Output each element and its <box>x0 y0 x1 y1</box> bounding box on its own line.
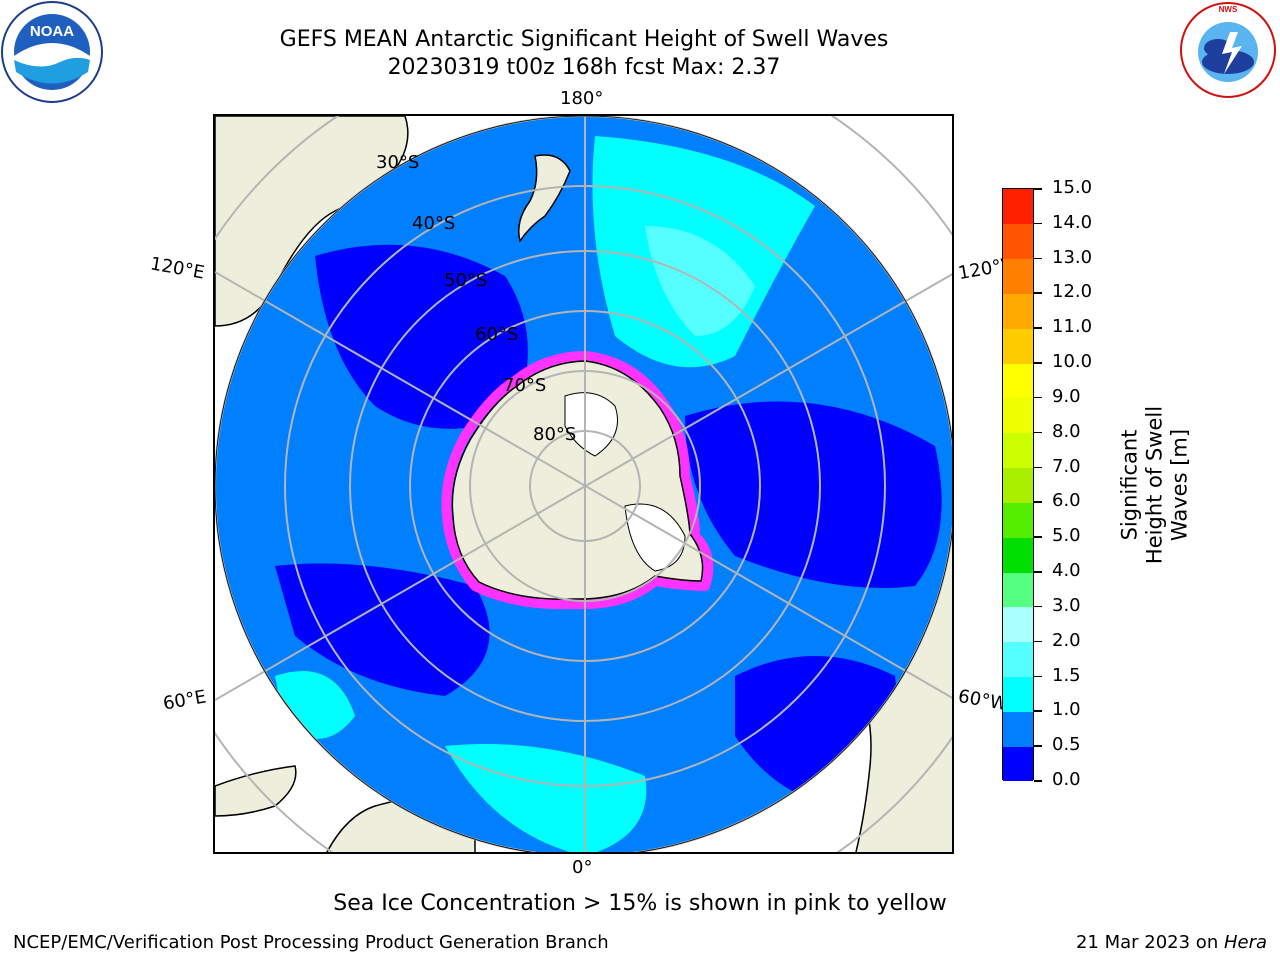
colorbar-tick <box>1034 431 1042 434</box>
australia-landmass <box>215 116 409 327</box>
nws-logo: NWS <box>1178 0 1278 100</box>
noaa-text: NOAA <box>30 23 74 40</box>
madagascar-landmass <box>215 765 297 817</box>
colorbar-tick-label: 15.0 <box>1052 177 1093 198</box>
colorbar-segment <box>1003 467 1033 503</box>
ross-ice-shelf <box>564 392 618 457</box>
weddell-ice-shelf <box>624 503 686 572</box>
swell-low-region-3 <box>275 563 490 696</box>
lat-label-30s: 30°S <box>376 152 420 173</box>
colorbar-segment <box>1003 397 1033 434</box>
lon-label-0: 0° <box>572 857 593 878</box>
meridian-lines <box>215 116 952 852</box>
colorbar-tick-label: 12.0 <box>1052 281 1093 303</box>
colorbar-tick <box>1034 710 1042 712</box>
colorbar-segment <box>1003 223 1033 260</box>
colorbar-tick <box>1034 640 1042 643</box>
swell-low-region-2 <box>685 401 942 588</box>
colorbar-tick <box>1034 222 1042 225</box>
colorbar-tick-label: 5.0 <box>1052 525 1081 547</box>
colorbar-tick <box>1034 292 1042 294</box>
colorbar-segment <box>1003 746 1033 782</box>
lon-label-60e: 60°E <box>161 686 208 715</box>
colorbar-segment <box>1003 537 1033 573</box>
colorbar-tick-label: 14.0 <box>1052 211 1093 233</box>
polar-stereographic-map <box>213 114 954 854</box>
colorbar-tick-label: 6.0 <box>1052 490 1081 512</box>
colorbar-tick-label: 13.0 <box>1052 246 1093 268</box>
footer-credit: NCEP/EMC/Verification Post Processing Pr… <box>13 932 609 953</box>
footer-host: Hera <box>1223 932 1267 953</box>
colorbar-tick <box>1034 501 1042 503</box>
colorbar-tick <box>1034 536 1042 538</box>
colorbar-tick-label: 3.0 <box>1052 594 1081 616</box>
colorbar-tick <box>1034 745 1042 747</box>
colorbar-segment <box>1003 258 1033 294</box>
colorbar-segment <box>1003 606 1033 643</box>
colorbar-segment <box>1003 676 1033 712</box>
colorbar-tick <box>1034 188 1042 190</box>
lat-label-70s: 70°S <box>503 375 547 396</box>
svg-text:NWS: NWS <box>1219 5 1238 14</box>
noaa-logo: NOAA <box>0 0 104 104</box>
colorbar-tick <box>1034 327 1042 329</box>
colorbar-tick <box>1034 362 1042 364</box>
colorbar-tick <box>1034 257 1042 260</box>
colorbar-tick-label: 1.5 <box>1052 664 1081 686</box>
chart-title: GEFS MEAN Antarctic Significant Height o… <box>279 27 889 52</box>
colorbar-tick <box>1034 780 1042 782</box>
colorbar-tick-label: 0.0 <box>1052 769 1081 790</box>
sea-ice-edge <box>441 351 714 610</box>
colorbar-label: Significant Height of Swell Waves [m] <box>1117 405 1192 565</box>
colorbar-tick-label: 11.0 <box>1052 316 1093 338</box>
colorbar-tick <box>1034 675 1042 678</box>
lon-label-180: 180° <box>560 88 604 109</box>
colorbar-segment <box>1003 711 1033 747</box>
colorbar-tick <box>1034 571 1042 573</box>
colorbar-tick-label: 1.0 <box>1052 699 1081 721</box>
colorbar-segment <box>1003 189 1033 225</box>
new-zealand-landmass <box>518 154 571 243</box>
colorbar-tick-label: 10.0 <box>1052 351 1093 373</box>
colorbar-tick <box>1034 605 1042 608</box>
lat-label-50s: 50°S <box>444 270 488 291</box>
colorbar <box>1002 188 1034 782</box>
footer-date-text: 21 Mar 2023 on <box>1075 932 1224 953</box>
sea-ice-note: Sea Ice Concentration > 15% is shown in … <box>333 891 947 916</box>
colorbar-segment <box>1003 572 1033 608</box>
colorbar-tick-label: 8.0 <box>1052 420 1081 442</box>
colorbar-tick <box>1034 396 1042 399</box>
lon-label-120e: 120°E <box>148 253 207 284</box>
swell-low-region-1 <box>315 244 528 429</box>
colorbar-tick-label: 0.5 <box>1052 734 1081 756</box>
colorbar-tick-label: 4.0 <box>1052 560 1081 582</box>
lat-label-80s: 80°S <box>533 424 577 445</box>
colorbar-segment <box>1003 293 1033 329</box>
colorbar-segment <box>1003 502 1033 538</box>
colorbar-tick-label: 2.0 <box>1052 629 1081 651</box>
lat-label-40s: 40°S <box>412 213 456 234</box>
footer-date: 21 Mar 2023 on Hera <box>1076 932 1267 953</box>
colorbar-tick <box>1034 466 1042 469</box>
colorbar-segment <box>1003 432 1033 469</box>
colorbar-tick-label: 9.0 <box>1052 385 1081 407</box>
colorbar-segment <box>1003 641 1033 678</box>
chart-subtitle: 20230319 t00z 168h fcst Max: 2.37 <box>387 55 781 80</box>
colorbar-tick-label: 7.0 <box>1052 455 1081 477</box>
colorbar-segment <box>1003 328 1033 364</box>
colorbar-segment <box>1003 363 1033 399</box>
lat-label-60s: 60°S <box>475 324 519 345</box>
